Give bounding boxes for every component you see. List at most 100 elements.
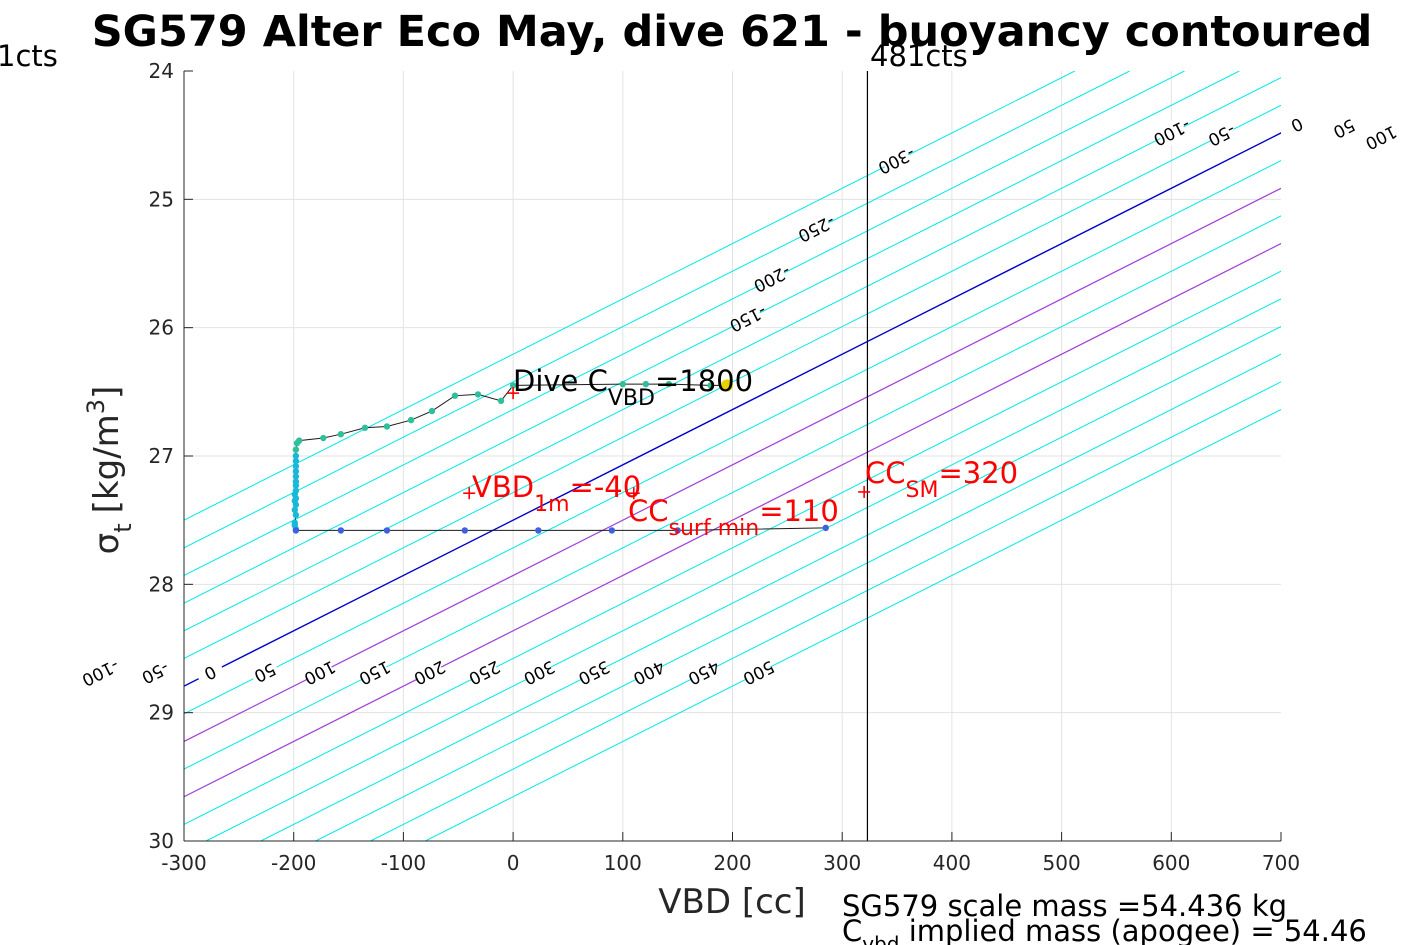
trace-point (665, 380, 673, 388)
contour-line (184, 71, 1075, 521)
contour-line (370, 381, 1281, 841)
x-tick-label: 500 (1043, 851, 1081, 875)
contour-label-bg (1155, 116, 1189, 149)
trace-point (361, 424, 369, 431)
x-tick-label: -100 (381, 851, 426, 875)
scale-mass-text: SG579 scale mass =54.436 kg (842, 889, 1287, 923)
contour-label-bg (193, 657, 227, 689)
contour-label-bg (522, 657, 556, 689)
y-tick-label: 28 (149, 572, 174, 596)
contour-line (315, 353, 1281, 841)
trace-point (822, 524, 829, 532)
contour-line (184, 77, 1281, 632)
contour-line (184, 242, 1281, 798)
cc-sm-label: CCSM=320 (865, 456, 1018, 503)
contour-line (184, 71, 1130, 549)
implied-mass-tail: implied mass (apogee) = 54.46 (899, 914, 1366, 945)
cc-surf-min-label: CCsurf min=110 (628, 494, 839, 541)
trace-point (619, 380, 626, 388)
y-axis-label-symbol: σ (87, 533, 127, 555)
contour-label-bg (1205, 119, 1239, 151)
y-tick-label: 30 (149, 829, 174, 853)
trace-point (291, 519, 298, 526)
contour-label-bg (880, 145, 914, 177)
x-tick-label: 400 (933, 851, 971, 875)
contour-line (184, 71, 1185, 577)
trace-layer (291, 379, 829, 534)
contour-label-bg (303, 657, 337, 689)
vbd-1m-label: VBD1m=-40 (472, 470, 641, 517)
trace-point (295, 437, 303, 444)
axes-layer: -300 -200 -100 0 100 200 300 400 500 600 700 24 25 26… (149, 59, 1301, 875)
trace-point (509, 382, 517, 389)
trace-point (461, 527, 469, 534)
trace-point (320, 434, 327, 442)
trace-point (383, 527, 391, 534)
chart-title: SG579 Alter Eco May, dive 621 - buoyancy… (92, 7, 1373, 57)
trace-point (608, 527, 616, 534)
y-tick-label: 25 (149, 187, 174, 211)
trace-point (407, 416, 415, 424)
trace-point (292, 511, 300, 519)
contour-label-bg (687, 657, 721, 689)
contour-label-bg (467, 657, 502, 689)
trace-point (292, 478, 300, 485)
y-tick-label: 24 (149, 59, 174, 83)
contour-line (184, 104, 1281, 660)
contour-label-bg (1327, 113, 1361, 145)
cts-label-right: 481cts (870, 39, 968, 73)
contour-label-bg (413, 657, 447, 689)
contour-label-bg (358, 657, 392, 689)
svg-text:σt[kg/m3]: σt [kg/m3] (82, 386, 137, 555)
contour-layer (184, 71, 1281, 841)
x-tick-label: 300 (823, 851, 861, 875)
contour-label-bg (1364, 122, 1398, 154)
trace-point (674, 527, 681, 534)
trace-point (451, 392, 459, 399)
y-tick-label: 29 (149, 701, 174, 725)
trace-point (292, 468, 300, 475)
trace-point (383, 423, 391, 430)
y-axis-label-close: ] (87, 386, 127, 399)
trace-point (642, 380, 650, 388)
contour-line (184, 71, 1240, 604)
trace-point (497, 397, 505, 405)
trace-point (292, 527, 300, 534)
y-tick-label: 27 (149, 444, 174, 468)
x-tick-label: 600 (1152, 851, 1190, 875)
x-tick-label: 700 (1262, 851, 1300, 875)
trace-point (292, 457, 300, 465)
trace-point (428, 407, 436, 415)
implied-mass-text: Cvbd implied mass (apogee) = 54.46 (842, 914, 1367, 945)
y-tick-label: 26 (149, 316, 174, 340)
trace-point (535, 527, 542, 534)
trace-point (292, 473, 300, 480)
contour-label-bg (731, 303, 765, 335)
y-axis-label: σt [kg/m3] (82, 386, 137, 555)
trace-point (292, 446, 300, 453)
cts-label-left: 1cts (0, 39, 58, 73)
contour-line (184, 132, 1281, 687)
vline-layer: 1cts 481cts (0, 39, 968, 841)
x-tick-label: -200 (271, 851, 316, 875)
trace-point (292, 452, 300, 460)
contour-label-bg (138, 657, 172, 689)
y-axis-label-sup: 3 (82, 399, 110, 414)
contour-label-bg (742, 657, 776, 689)
contour-line (260, 326, 1281, 841)
contour-label-bg (1280, 109, 1314, 141)
trace-point (291, 506, 298, 514)
contour-label-bg (83, 657, 118, 689)
dive-cvbd-label: Dive CVBD=1800 (513, 364, 753, 411)
contour-line (184, 187, 1281, 743)
x-tick-label: -300 (161, 851, 206, 875)
contour-label-bg (800, 213, 834, 245)
contour-label-bg (755, 263, 789, 295)
implied-mass-sub: vbd (862, 932, 899, 945)
x-tick-label: 0 (507, 851, 520, 875)
contour-label-bg (632, 657, 666, 689)
trace-point (474, 391, 482, 398)
